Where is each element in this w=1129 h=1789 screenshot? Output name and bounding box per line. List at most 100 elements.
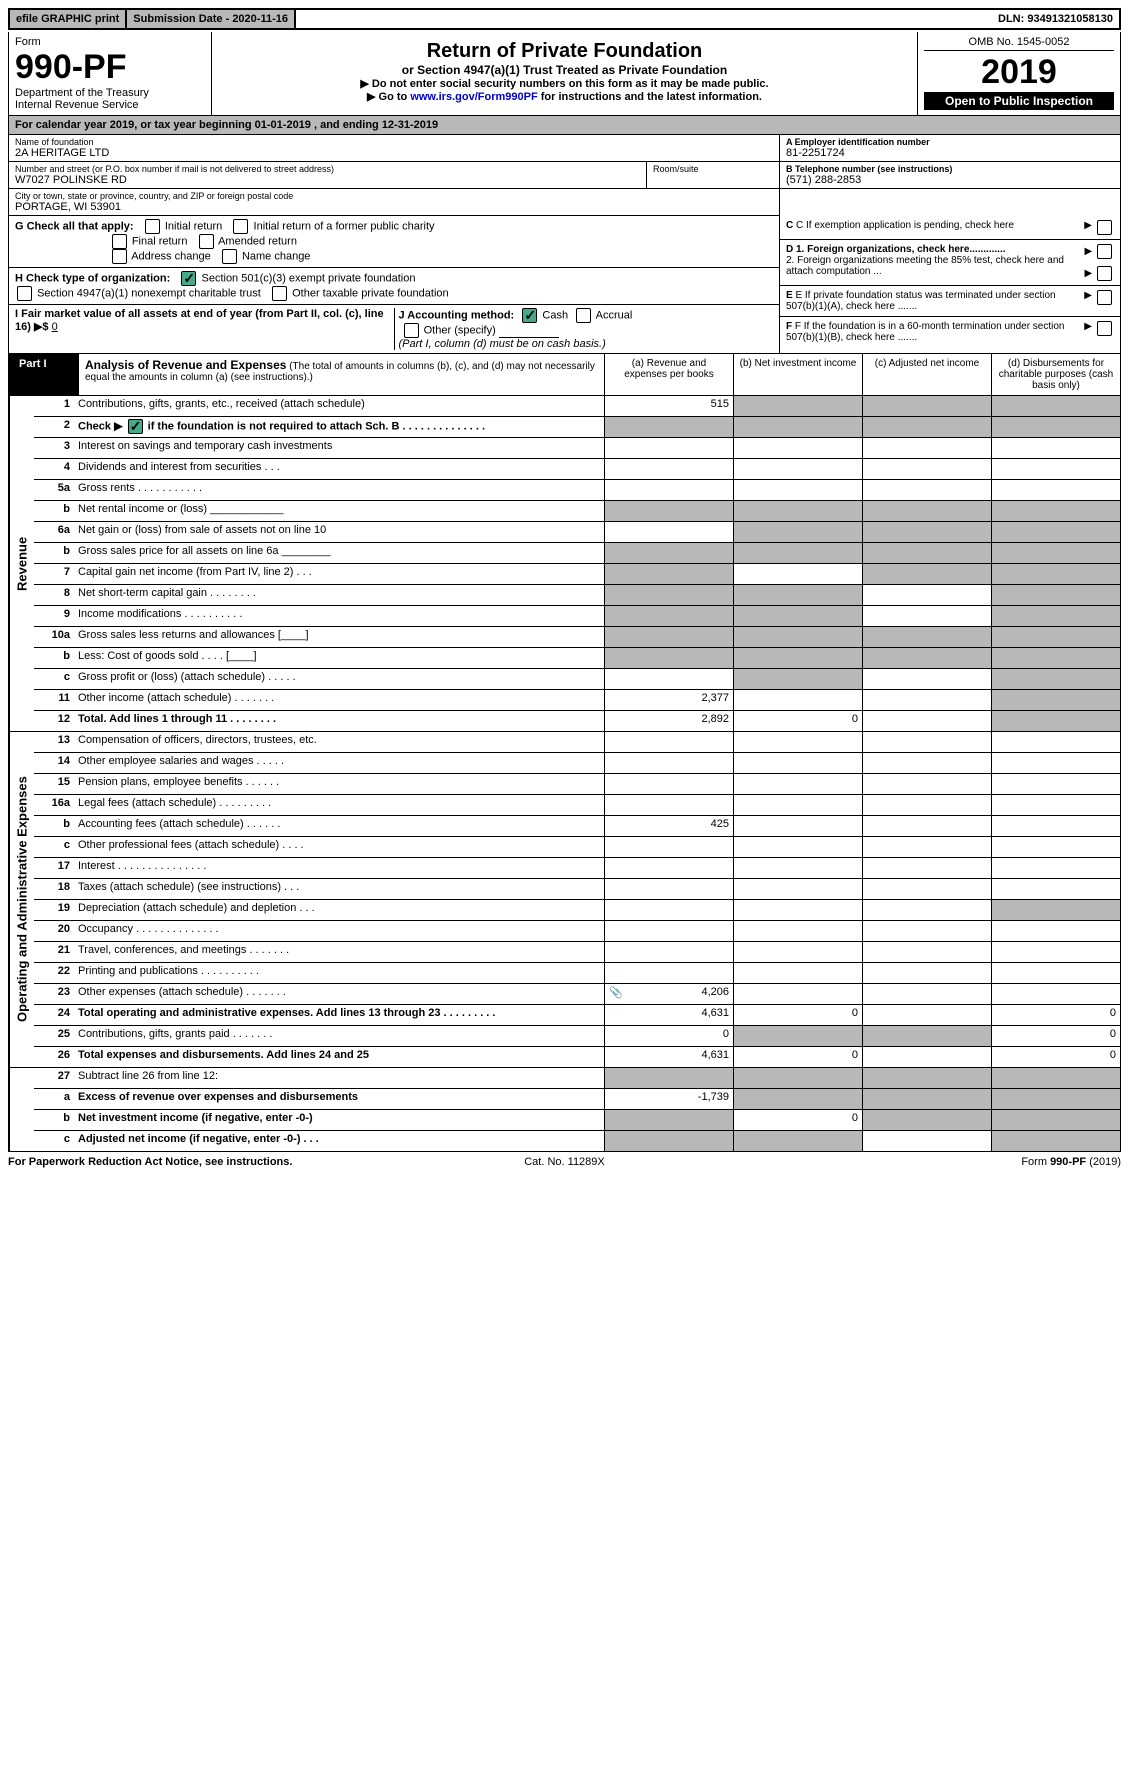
data-cell [733,459,862,479]
data-cell [604,774,733,794]
data-cell [862,858,991,878]
data-cell [604,858,733,878]
checkbox-final-return[interactable] [112,234,127,249]
line-description: Compensation of officers, directors, tru… [74,732,604,752]
data-cell [991,1089,1120,1109]
form-note1: ▶ Do not enter social security numbers o… [218,77,911,90]
data-cell [991,711,1120,731]
data-cell [862,816,991,836]
line-description: Excess of revenue over expenses and disb… [74,1089,604,1109]
line-description: Net investment income (if negative, ente… [74,1110,604,1130]
data-cell [862,984,991,1004]
footer-center: Cat. No. 11289X [379,1156,750,1168]
checkbox-c[interactable] [1097,220,1112,235]
data-cell [991,837,1120,857]
data-cell: 0 [991,1026,1120,1046]
checkbox-d1[interactable] [1097,244,1112,259]
data-cell [604,543,733,563]
data-cell [733,396,862,416]
line-description: Income modifications . . . . . . . . . . [74,606,604,626]
data-cell [604,1068,733,1088]
data-cell [733,921,862,941]
calendar-year: For calendar year 2019, or tax year begi… [8,116,1121,135]
checkbox-initial-return[interactable] [145,219,160,234]
checkbox-amended[interactable] [199,234,214,249]
data-cell [862,1026,991,1046]
data-cell [733,564,862,584]
data-cell [733,606,862,626]
submission-date: Submission Date - 2020-11-16 [127,10,296,28]
checkbox-e[interactable] [1097,290,1112,305]
table-row: 8Net short-term capital gain . . . . . .… [34,585,1120,606]
line-number: 26 [34,1047,74,1067]
data-cell: 0 [733,1110,862,1130]
checkbox-f[interactable] [1097,321,1112,336]
checkbox-d2[interactable] [1097,266,1112,281]
table-row: bNet investment income (if negative, ent… [34,1110,1120,1131]
data-cell [733,627,862,647]
data-cell [862,459,991,479]
data-cell [733,963,862,983]
data-cell [862,690,991,710]
e-terminated: E E If private foundation status was ter… [780,286,1120,317]
data-cell: 425 [604,816,733,836]
data-cell [991,942,1120,962]
data-cell [733,648,862,668]
data-cell [991,459,1120,479]
top-bar: efile GRAPHIC print Submission Date - 20… [8,8,1121,30]
phone-cell: B Telephone number (see instructions) (5… [780,162,1120,189]
table-row: cGross profit or (loss) (attach schedule… [34,669,1120,690]
data-cell [991,690,1120,710]
irs-link[interactable]: www.irs.gov/Form990PF [410,91,537,103]
data-cell [862,1005,991,1025]
line-number: 12 [34,711,74,731]
checkbox-accrual[interactable] [576,308,591,323]
tax-year: 2019 [924,53,1114,92]
data-cell: 0 [604,1026,733,1046]
data-cell [733,753,862,773]
line-description: Subtract line 26 from line 12: [74,1068,604,1088]
table-row: bNet rental income or (loss) ___________… [34,501,1120,522]
line-number: b [34,1110,74,1130]
foundation-name-cell: Name of foundation 2A HERITAGE LTD [9,135,779,162]
table-row: 23Other expenses (attach schedule) . . .… [34,984,1120,1005]
data-cell [991,921,1120,941]
checkbox-501c3[interactable] [181,271,196,286]
checkbox-addr-change[interactable] [112,249,127,264]
checkbox-other-method[interactable] [404,323,419,338]
checkbox-sch-b[interactable] [128,419,143,434]
checks-section: G Check all that apply: Initial return I… [8,216,1121,353]
checkbox-cash[interactable] [522,308,537,323]
header-center: Return of Private Foundation or Section … [212,32,917,115]
data-cell [862,627,991,647]
data-cell [991,564,1120,584]
checkbox-name-change[interactable] [222,249,237,264]
data-cell [733,501,862,521]
line-description: Other professional fees (attach schedule… [74,837,604,857]
efile-graphic-label[interactable]: efile GRAPHIC print [10,10,127,28]
line-number: 16a [34,795,74,815]
table-row: bGross sales price for all assets on lin… [34,543,1120,564]
data-cell [862,564,991,584]
line-number: 19 [34,900,74,920]
data-cell [991,900,1120,920]
line-number: 4 [34,459,74,479]
table-row: 27Subtract line 26 from line 12: [34,1068,1120,1089]
data-cell [604,438,733,458]
checkbox-initial-former[interactable] [233,219,248,234]
data-cell [604,753,733,773]
data-cell [604,921,733,941]
table-row: cAdjusted net income (if negative, enter… [34,1131,1120,1151]
address-row: Number and street (or P.O. box number if… [9,162,779,189]
line-number: c [34,669,74,689]
header-left: Form 990-PF Department of the Treasury I… [9,32,212,115]
table-row: 12Total. Add lines 1 through 11 . . . . … [34,711,1120,731]
data-cell [991,648,1120,668]
checkbox-4947[interactable] [17,286,32,301]
checkbox-other-taxable[interactable] [272,286,287,301]
data-cell [862,879,991,899]
data-cell [733,900,862,920]
attachment-icon[interactable]: 📎 [609,986,623,999]
data-cell [604,627,733,647]
irs-label: Internal Revenue Service [15,99,205,111]
